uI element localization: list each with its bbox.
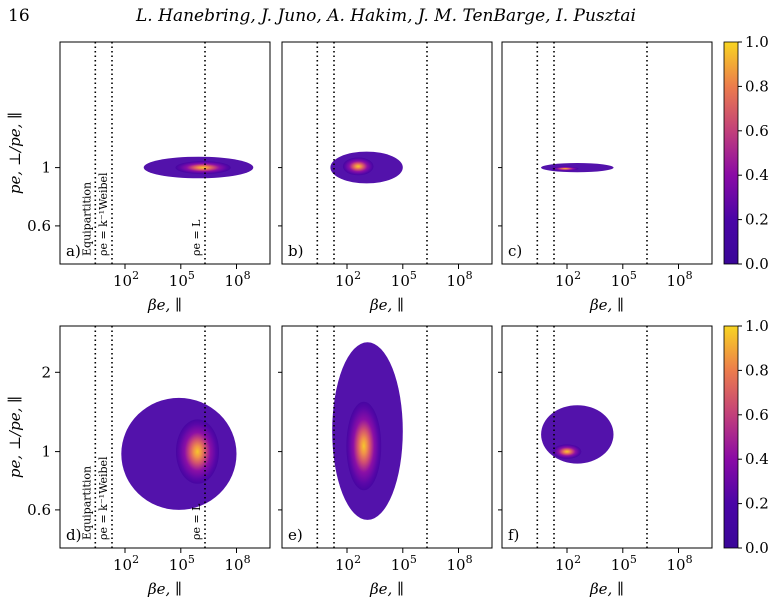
x-tick-label: 105 <box>611 553 637 574</box>
running-head: L. Hanebring, J. Juno, A. Hakim, J. M. T… <box>136 6 636 26</box>
x-tick-label: 105 <box>611 269 637 290</box>
density-blob <box>332 342 403 520</box>
density-core <box>175 161 231 175</box>
x-tick-label: 105 <box>391 269 417 290</box>
reference-line-label: ρe = k⁻¹Weibel <box>97 456 110 540</box>
plot-area <box>536 42 648 264</box>
plot-area <box>536 326 648 548</box>
density-blob <box>541 405 614 464</box>
y-axis-label: pe, ⊥/pe, ∥ <box>6 112 24 194</box>
panel-label: c) <box>508 242 522 260</box>
x-axis-label: βe, ∥ <box>147 580 182 598</box>
panel-e: e) 102 105 108 βe, ∥ <box>278 325 493 598</box>
x-tick-label: 105 <box>391 553 417 574</box>
colorbar-tick-label: 0.4 <box>745 450 769 468</box>
plot-area <box>94 326 237 548</box>
x-tick-label: 108 <box>447 269 473 290</box>
reference-line-label: ρe = L <box>190 219 203 256</box>
y-tick-label: 2 <box>41 363 51 381</box>
axes-frame <box>59 41 271 265</box>
panel-label: f) <box>508 526 519 544</box>
y-tick-label: 0.6 <box>27 217 51 235</box>
reference-line-label: ρe = k⁻¹Weibel <box>97 172 110 256</box>
colorbar-tick-label: 0.8 <box>745 77 769 95</box>
density-blob <box>143 156 254 179</box>
reference-line-label: ρe = L <box>190 503 203 540</box>
colorbar-tick-label: 0.8 <box>745 361 769 379</box>
plot-area <box>316 42 428 264</box>
page-number: 16 <box>8 6 30 26</box>
panel-a: Equipartition ρe = k⁻¹Weibel ρe = La)102 10… <box>6 41 271 314</box>
x-tick-label: 102 <box>555 269 581 290</box>
plot-area <box>94 42 254 264</box>
panel-c: c) 102 105 108 βe, ∥ <box>498 41 713 314</box>
panel-b: b) 102 105 108 βe, ∥ <box>278 41 493 314</box>
colorbar-scale <box>723 325 739 549</box>
x-tick-label: 105 <box>169 269 195 290</box>
colorbar: 0.0 0.2 0.4 0.6 0.8 1.0 <box>723 33 769 273</box>
density-blob <box>330 151 403 184</box>
colorbar-tick-label: 1.0 <box>745 33 769 51</box>
panel-label: a) <box>66 242 81 260</box>
colorbar-tick-label: 0.2 <box>745 495 769 513</box>
x-tick-label: 102 <box>335 553 361 574</box>
colorbar: 0.0 0.2 0.4 0.6 0.8 1.0 <box>723 317 769 557</box>
x-tick-label: 108 <box>447 553 473 574</box>
x-tick-label: 102 <box>335 269 361 290</box>
y-tick-label: 1 <box>41 159 51 177</box>
colorbar-tick-label: 1.0 <box>745 317 769 335</box>
density-core <box>176 419 219 484</box>
plot-area <box>316 326 428 548</box>
y-tick-label: 1 <box>41 443 51 461</box>
axes-frame <box>281 41 493 265</box>
density-core <box>346 401 382 491</box>
colorbar-tick-label: 0.4 <box>745 166 769 184</box>
colorbar-tick-label: 0.6 <box>745 122 769 140</box>
x-tick-label: 108 <box>667 553 693 574</box>
x-axis-label: βe, ∥ <box>147 296 182 314</box>
density-core <box>552 444 582 459</box>
x-tick-label: 102 <box>113 553 139 574</box>
density-blob <box>121 397 237 510</box>
x-axis-label: βe, ∥ <box>589 296 624 314</box>
colorbar-tick-label: 0.0 <box>745 255 769 273</box>
panel-label: d) <box>66 526 81 544</box>
axes-frame <box>59 325 271 549</box>
x-axis-label: βe, ∥ <box>369 580 404 598</box>
y-tick-label: 0.6 <box>27 501 51 519</box>
panel-label: e) <box>288 526 303 544</box>
x-axis-label: βe, ∥ <box>369 296 404 314</box>
y-axis-label: pe, ⊥/pe, ∥ <box>6 396 24 478</box>
density-blob <box>541 163 614 173</box>
colorbar-scale <box>723 41 739 265</box>
density-core <box>551 166 579 171</box>
colorbar-tick-label: 0.6 <box>745 406 769 424</box>
colorbar-tick-label: 0.2 <box>745 211 769 229</box>
density-envelope <box>541 163 614 173</box>
x-tick-label: 102 <box>113 269 139 290</box>
x-tick-label: 105 <box>169 553 195 574</box>
x-axis-label: βe, ∥ <box>589 580 624 598</box>
reference-line-label: Equipartition <box>80 182 93 256</box>
reference-line-label: Equipartition <box>80 466 93 540</box>
axes-frame <box>501 325 713 549</box>
panel-d: Equipartition ρe = k⁻¹Weibel ρe = Ld)102 10… <box>6 325 271 598</box>
axes-frame <box>501 41 713 265</box>
x-tick-label: 108 <box>225 269 251 290</box>
x-tick-label: 108 <box>225 553 251 574</box>
panel-f: f) 102 105 108 βe, ∥ <box>498 325 713 598</box>
colorbar-tick-label: 0.0 <box>745 539 769 557</box>
x-tick-label: 102 <box>555 553 581 574</box>
density-core <box>342 157 374 176</box>
panel-label: b) <box>288 242 303 260</box>
x-tick-label: 108 <box>667 269 693 290</box>
axes-frame <box>281 325 493 549</box>
